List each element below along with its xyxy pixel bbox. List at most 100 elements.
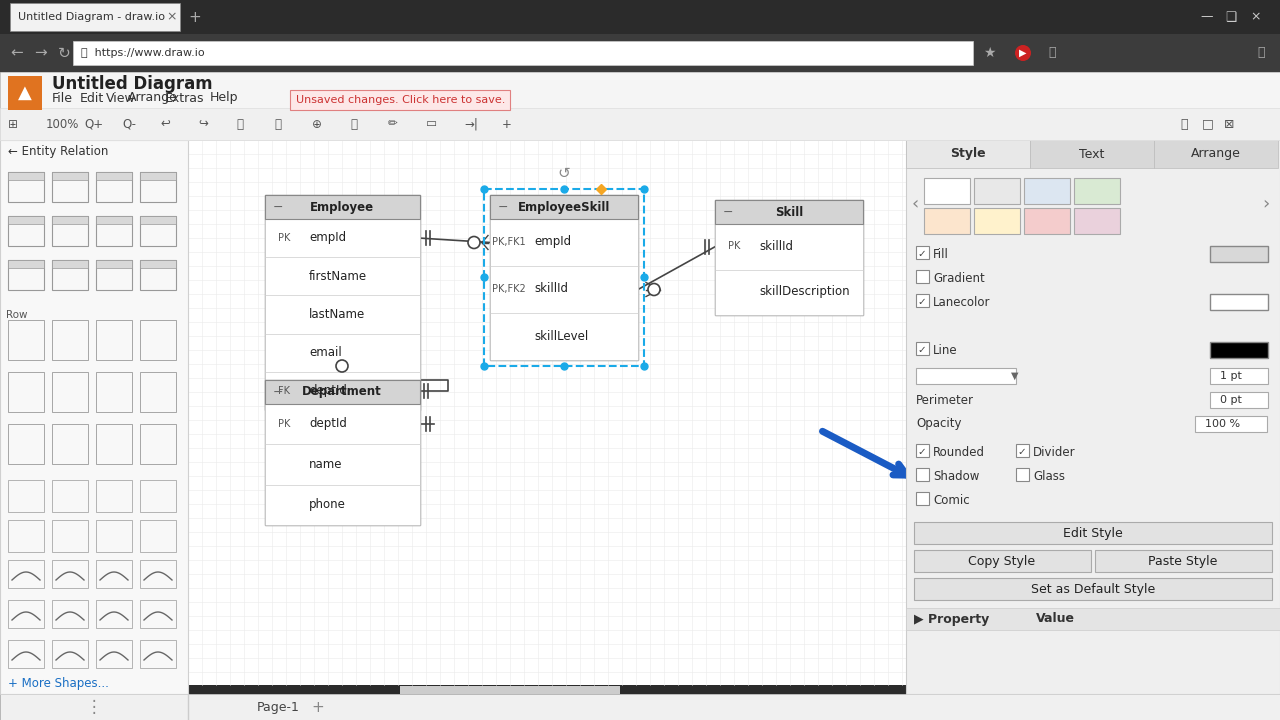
Bar <box>52 172 88 180</box>
Text: ✓: ✓ <box>916 345 925 355</box>
Bar <box>265 380 420 525</box>
Bar <box>1196 416 1267 432</box>
Bar <box>96 640 132 668</box>
Bar <box>265 257 420 295</box>
Bar <box>1024 178 1070 204</box>
Bar <box>96 520 132 552</box>
Bar <box>1024 208 1070 234</box>
Text: —: — <box>1201 11 1212 24</box>
Text: EmployeeSkill: EmployeeSkill <box>518 200 611 214</box>
Text: Extras: Extras <box>165 91 205 104</box>
Text: Style: Style <box>950 148 986 161</box>
Text: deptId: deptId <box>308 384 347 397</box>
Bar <box>8 172 44 202</box>
Bar <box>8 260 44 290</box>
Text: lastName: lastName <box>308 308 365 321</box>
Text: Perimeter: Perimeter <box>916 394 974 407</box>
Text: Set as Default Style: Set as Default Style <box>1030 582 1155 595</box>
Text: +: + <box>502 117 512 130</box>
Bar <box>0 0 1280 34</box>
Bar <box>916 342 929 355</box>
Text: PK: PK <box>278 233 291 243</box>
Bar <box>0 108 1280 140</box>
Bar <box>8 172 44 180</box>
Bar <box>96 172 132 202</box>
Bar <box>52 372 88 412</box>
Bar <box>8 260 44 268</box>
Bar <box>914 578 1272 600</box>
Bar <box>916 246 929 259</box>
Bar <box>490 219 637 266</box>
Text: ↺: ↺ <box>558 166 571 181</box>
Text: ▲: ▲ <box>18 84 32 102</box>
Circle shape <box>648 284 660 295</box>
Text: empId: empId <box>534 235 571 248</box>
Bar <box>140 560 177 588</box>
Text: skillLevel: skillLevel <box>534 330 589 343</box>
Bar <box>490 195 637 219</box>
Bar <box>916 368 1016 384</box>
Bar <box>96 480 132 512</box>
Text: Arrange: Arrange <box>1192 148 1240 161</box>
Bar <box>140 520 177 552</box>
Text: Fill: Fill <box>933 248 948 261</box>
Bar <box>916 444 929 457</box>
Text: ×: × <box>1251 11 1261 24</box>
Bar <box>0 694 1280 720</box>
Bar <box>188 140 906 685</box>
Text: Copy Style: Copy Style <box>969 554 1036 567</box>
Bar <box>265 219 420 257</box>
Bar <box>1210 368 1268 384</box>
Bar <box>140 260 177 290</box>
Text: Skill: Skill <box>774 205 803 218</box>
Text: PK,FK1: PK,FK1 <box>493 237 526 247</box>
Text: ✓: ✓ <box>916 297 925 307</box>
Text: ›: › <box>1263 195 1270 213</box>
Bar <box>140 372 177 412</box>
Bar <box>8 424 44 464</box>
Bar <box>52 520 88 552</box>
Bar <box>140 480 177 512</box>
Text: Q-: Q- <box>122 117 136 130</box>
Text: ✏: ✏ <box>388 117 398 130</box>
Bar <box>1210 342 1268 358</box>
Text: Rounded: Rounded <box>933 446 986 459</box>
Text: Gradient: Gradient <box>933 271 984 284</box>
Text: skillId: skillId <box>534 282 568 295</box>
Text: View: View <box>106 91 136 104</box>
Bar <box>52 172 88 202</box>
Bar <box>1074 208 1120 234</box>
Bar <box>916 492 929 505</box>
Bar <box>716 224 863 269</box>
Bar <box>140 260 177 268</box>
Text: ⧉: ⧉ <box>274 117 282 130</box>
Bar <box>1155 140 1277 168</box>
Bar <box>0 72 1280 140</box>
Bar <box>0 140 188 694</box>
Bar <box>140 172 177 202</box>
Circle shape <box>468 236 480 248</box>
Bar <box>52 216 88 224</box>
Text: + More Shapes...: + More Shapes... <box>8 678 109 690</box>
Bar <box>974 178 1020 204</box>
Text: ⊞: ⊞ <box>8 117 18 130</box>
Bar <box>916 468 929 481</box>
Bar <box>140 216 177 246</box>
Bar <box>265 485 420 525</box>
Text: Edit Style: Edit Style <box>1064 526 1123 539</box>
Text: Lanecolor: Lanecolor <box>933 295 991 308</box>
Text: Comic: Comic <box>933 493 970 506</box>
Bar <box>96 260 132 290</box>
Bar <box>52 480 88 512</box>
Bar <box>265 404 420 444</box>
Bar <box>8 520 44 552</box>
Text: Opacity: Opacity <box>916 418 961 431</box>
Text: PK: PK <box>278 419 291 429</box>
Text: name: name <box>308 458 343 471</box>
Bar <box>140 172 177 180</box>
Bar <box>96 172 132 180</box>
Bar <box>10 3 180 31</box>
Bar <box>490 266 637 313</box>
Bar <box>1210 246 1268 262</box>
Text: ❑: ❑ <box>1225 11 1236 24</box>
